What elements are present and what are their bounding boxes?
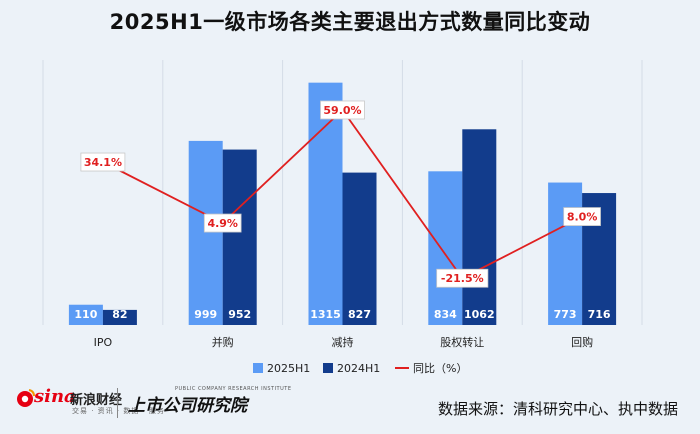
sina-brand-logo: sina xyxy=(34,386,76,407)
yoy-label-box xyxy=(80,152,126,172)
chart-title: 2025H1一级市场各类主要退出方式数量同比变动 xyxy=(109,10,591,34)
yoy-label-box xyxy=(203,213,242,233)
bar-value-label: 1315 xyxy=(310,308,341,321)
legend-label: 2025H1 xyxy=(267,362,310,375)
yoy-label-box xyxy=(436,268,489,288)
bar-2024H1 xyxy=(222,149,257,325)
legend-label: 同比（%） xyxy=(413,362,467,375)
x-tick-label: IPO xyxy=(94,336,113,349)
bar-value-label: 716 xyxy=(588,308,611,321)
x-tick-label: 股权转让 xyxy=(440,335,484,349)
bar-value-label: 773 xyxy=(554,308,577,321)
chart-legend: 2025H1 2024H1 同比（%） xyxy=(253,362,467,375)
yoy-line-series: 34.1% 4.9% 59.0% -21.5% 8.0% xyxy=(80,100,601,288)
bar-2025H1 xyxy=(68,304,103,325)
legend-swatch xyxy=(253,363,263,373)
sina-finance-name: 新浪财经 xyxy=(70,393,123,408)
bar-2025H1 xyxy=(188,140,223,325)
bar-2024H1 xyxy=(102,309,137,325)
research-institute-english: PUBLIC COMPANY RESEARCH INSTITUTE xyxy=(175,386,292,392)
bar-value-label: 834 xyxy=(434,308,457,321)
sina-eye-icon xyxy=(14,387,36,413)
x-tick-label: 减持 xyxy=(332,335,354,349)
sina-finance-tagline: 交易 · 资讯 · 数据 · 服务 xyxy=(72,407,166,415)
bar-value-labels: 110 82 999 952 1315 827 834 1062 773 716 xyxy=(74,308,611,321)
research-institute-logo: 上市公司研究院 xyxy=(128,396,247,416)
yoy-data-label: 8.0% xyxy=(567,211,598,224)
legend-label: 2024H1 xyxy=(337,362,380,375)
bar-value-label: 110 xyxy=(74,308,97,321)
x-tick-label: 回购 xyxy=(571,335,593,349)
bar-value-label: 999 xyxy=(194,308,217,321)
bar-2024H1 xyxy=(462,129,497,325)
yoy-data-label: -21.5% xyxy=(441,272,484,285)
bar-value-label: 827 xyxy=(348,308,371,321)
data-source-note: 数据来源：清科研究中心、执中数据 xyxy=(437,400,678,418)
yoy-label-box xyxy=(563,207,601,226)
bar-2024H1 xyxy=(342,172,377,325)
bar-value-label: 1062 xyxy=(464,308,495,321)
yoy-data-label: 34.1% xyxy=(84,156,122,169)
x-tick-label: 并购 xyxy=(212,335,234,349)
x-tick-labels: IPO 并购 减持 股权转让 回购 xyxy=(94,335,593,349)
bar-2025H1 xyxy=(308,82,343,326)
yoy-data-label: 59.0% xyxy=(323,104,361,117)
bar-value-label: 952 xyxy=(228,308,251,321)
bar-2025H1 xyxy=(548,182,583,325)
yoy-data-label: 4.9% xyxy=(207,217,238,230)
logo-divider xyxy=(117,388,118,418)
legend-swatch xyxy=(323,363,333,373)
bar-2025H1 xyxy=(428,171,463,325)
bar-group xyxy=(68,82,617,326)
yoy-label-box xyxy=(320,100,365,120)
bar-value-label: 82 xyxy=(112,308,127,321)
